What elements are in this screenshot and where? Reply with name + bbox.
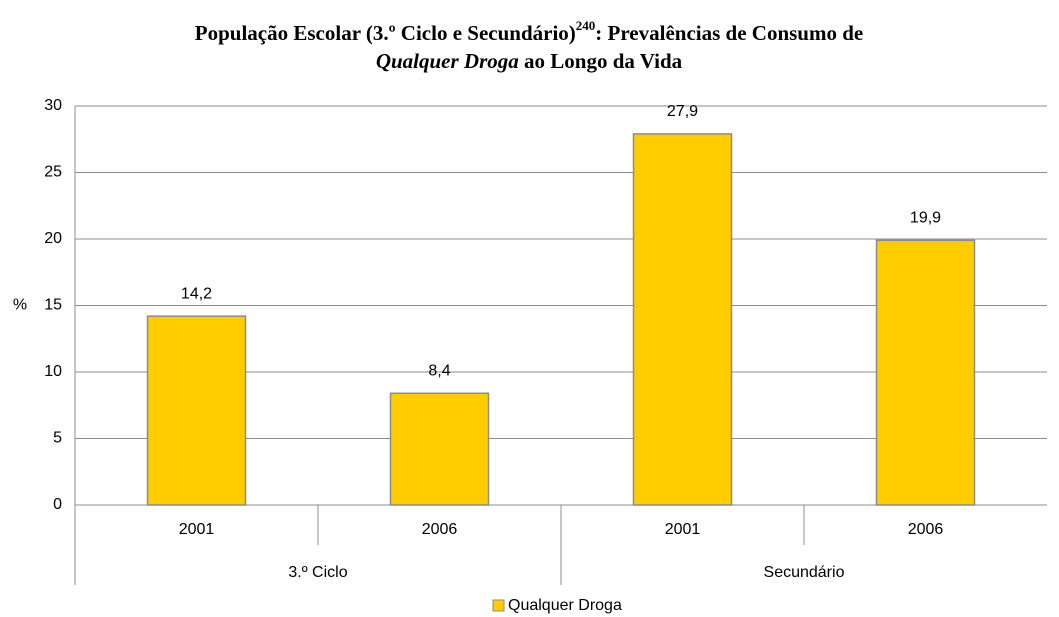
bar [389,392,490,506]
legend-swatch [492,599,505,612]
group-label: Secundário [764,564,845,581]
bar [146,315,247,506]
bar [632,133,733,506]
value-label: 19,9 [910,210,941,227]
chart-title: Qualquer Droga ao Longo da Vida [376,49,683,73]
y-tick-label: 25 [44,164,62,181]
title-part: ao Longo da Vida [519,49,683,73]
title-part: : Prevalências de Consumo de [595,21,863,45]
title-part: 240 [576,18,596,33]
legend-label: Qualquer Droga [508,597,622,614]
x-tick-label: 2006 [422,521,458,538]
value-label: 27,9 [667,103,698,120]
y-tick-label: 10 [44,363,62,380]
bar [875,239,976,506]
x-tick-label: 2006 [908,521,944,538]
y-tick-label: 0 [53,496,62,513]
title-part: Qualquer Droga [376,49,519,73]
x-tick-label: 2001 [665,521,701,538]
y-tick-label: 5 [53,430,62,447]
value-label: 8,4 [428,362,450,379]
y-tick-label: 30 [44,97,62,114]
group-label: 3.º Ciclo [288,564,347,581]
y-tick-label: 20 [44,230,62,247]
value-label: 14,2 [181,285,212,302]
y-tick-label: 15 [44,297,62,314]
y-axis-label: % [13,297,27,314]
x-tick-label: 2001 [179,521,215,538]
chart-title: População Escolar (3.º Ciclo e Secundári… [195,18,863,45]
title-part: População Escolar (3.º Ciclo e Secundári… [195,21,576,45]
